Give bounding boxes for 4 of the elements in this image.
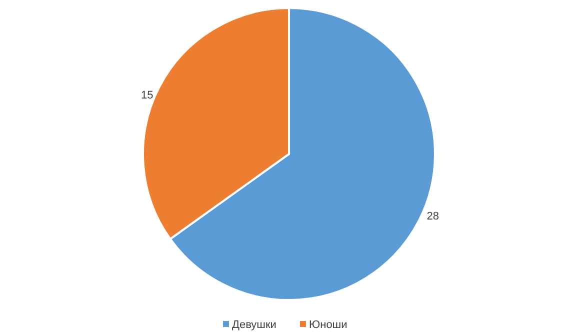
data-label: 28 (426, 210, 439, 222)
data-label: 15 (141, 90, 154, 102)
legend-label: Девушки (232, 319, 276, 331)
legend-label: Юноши (309, 319, 348, 331)
